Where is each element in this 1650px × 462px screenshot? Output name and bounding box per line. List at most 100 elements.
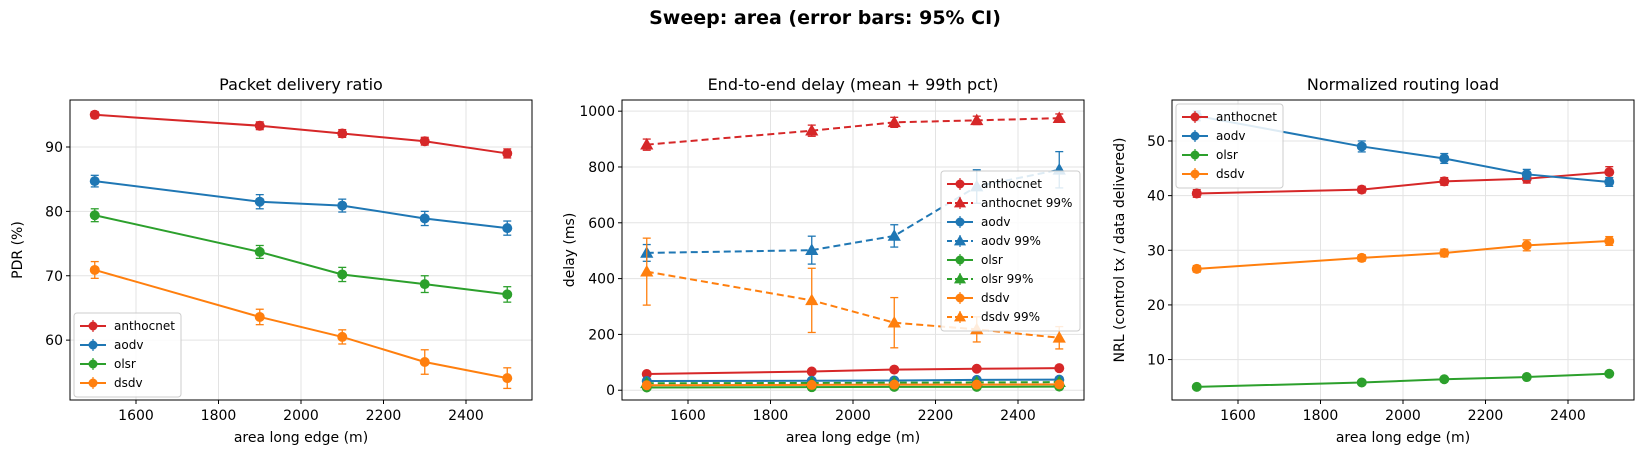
data-point	[1054, 379, 1065, 390]
x-tick-label: 1600	[670, 408, 706, 424]
data-point	[1521, 169, 1532, 180]
legend-marker	[88, 340, 98, 350]
series-line	[646, 270, 1060, 339]
data-point	[805, 123, 819, 136]
series-line	[646, 383, 1060, 387]
legend-label: anthocnet	[114, 319, 175, 333]
y-tick-label: 10	[1147, 353, 1165, 369]
panel-normalized-routing-load: 1600 1800 2000 2200 2400 10 20 30 40 50 Normalized…	[1112, 75, 1635, 446]
x-tick-label: 2400	[1000, 408, 1036, 424]
legend-label: aodv	[981, 215, 1010, 229]
legend-label: dsdv	[981, 291, 1010, 305]
data-point	[1439, 176, 1450, 187]
data-point	[640, 137, 654, 150]
series-dsdv	[641, 379, 1065, 391]
data-point	[419, 357, 430, 368]
data-point	[1191, 188, 1202, 199]
legend-label: dsdv	[114, 376, 143, 390]
legend-label: olsr 99%	[981, 272, 1033, 286]
series-anthocnet-99	[640, 111, 1066, 151]
data-point	[337, 269, 348, 280]
data-point	[502, 223, 513, 234]
legend: anthocnet anthocnet 99% aodv aodv 99% olsr ol…	[940, 170, 1081, 332]
data-point	[887, 315, 901, 328]
legend-label: anthocnet	[1216, 110, 1277, 124]
legend-label: dsdv 99%	[981, 310, 1040, 324]
legend-label: aodv	[1216, 129, 1245, 143]
legend-marker	[955, 255, 965, 265]
legend-marker	[1190, 112, 1200, 122]
data-point	[1604, 368, 1615, 379]
x-tick-label: 1800	[201, 408, 237, 424]
legend-marker	[955, 293, 965, 303]
data-point	[502, 148, 513, 159]
legend-label: dsdv	[1216, 167, 1245, 181]
data-point	[1356, 252, 1367, 263]
data-point	[1356, 184, 1367, 195]
x-tick-label: 1800	[753, 408, 789, 424]
y-tick-label: 0	[606, 383, 615, 399]
series-anthocnet	[641, 363, 1065, 380]
data-point	[887, 115, 901, 128]
panel-end-to-end-delay: 1600 1800 2000 2200 2400 0 200 400 600 800 1000 End…	[562, 75, 1085, 446]
x-tick-label: 2400	[448, 408, 484, 424]
y-tick-label: 30	[1147, 243, 1165, 259]
legend-box	[940, 170, 1081, 332]
y-tick-label: 800	[588, 160, 615, 176]
legend-marker	[955, 217, 965, 227]
x-axis-label: area long edge (m)	[234, 430, 368, 446]
data-point	[1356, 377, 1367, 388]
x-tick-label: 2200	[366, 408, 402, 424]
x-tick-label: 2200	[1468, 408, 1504, 424]
data-point	[1191, 263, 1202, 274]
legend-marker	[953, 234, 967, 246]
legend-label: olsr	[114, 357, 136, 371]
data-point	[1521, 372, 1532, 383]
data-point	[419, 213, 430, 224]
data-point	[887, 229, 901, 241]
data-point	[1604, 235, 1615, 246]
y-tick-label: 20	[1147, 298, 1165, 314]
x-tick-label: 1600	[118, 408, 154, 424]
data-point	[1604, 176, 1615, 187]
data-point	[641, 380, 652, 391]
data-point	[889, 379, 900, 390]
data-point	[805, 243, 819, 255]
legend-marker	[953, 310, 967, 322]
data-point	[1604, 167, 1615, 178]
y-tick-label: 200	[588, 327, 615, 343]
y-axis-label: NRL (control tx / data delivered)	[1112, 138, 1128, 363]
data-point	[1191, 381, 1202, 392]
series-dsdv	[1191, 235, 1615, 274]
data-point	[89, 176, 100, 187]
data-point	[1439, 374, 1450, 385]
y-tick-label: 90	[45, 140, 63, 156]
legend-label: olsr	[981, 253, 1003, 267]
legend-label: olsr	[1216, 148, 1238, 162]
x-tick-label: 2000	[283, 408, 319, 424]
y-tick-label: 80	[45, 204, 63, 220]
data-point	[1052, 331, 1066, 343]
y-tick-label: 1000	[579, 104, 615, 120]
x-tick-label: 2200	[918, 408, 954, 424]
y-axis-label: delay (ms)	[562, 213, 578, 288]
panel-title: End-to-end delay (mean + 99th pct)	[708, 75, 999, 94]
x-tick-label: 2000	[835, 408, 871, 424]
x-axis-label: area long edge (m)	[1336, 430, 1470, 446]
y-tick-label: 50	[1147, 134, 1165, 150]
data-point	[806, 379, 817, 390]
legend-marker	[88, 321, 98, 331]
legend-marker	[955, 179, 965, 189]
x-tick-label: 2400	[1550, 408, 1586, 424]
data-point	[970, 113, 984, 126]
y-axis-label: PDR (%)	[10, 221, 26, 279]
x-axis-label: area long edge (m)	[786, 430, 920, 446]
data-point	[337, 128, 348, 139]
data-point	[1521, 240, 1532, 251]
data-point	[337, 200, 348, 211]
data-point	[640, 264, 654, 277]
series-line	[646, 385, 1060, 389]
series-aodv	[89, 174, 513, 236]
legend-box	[1175, 103, 1284, 189]
